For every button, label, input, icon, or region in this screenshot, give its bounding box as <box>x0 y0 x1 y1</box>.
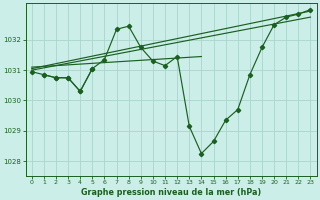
X-axis label: Graphe pression niveau de la mer (hPa): Graphe pression niveau de la mer (hPa) <box>81 188 261 197</box>
